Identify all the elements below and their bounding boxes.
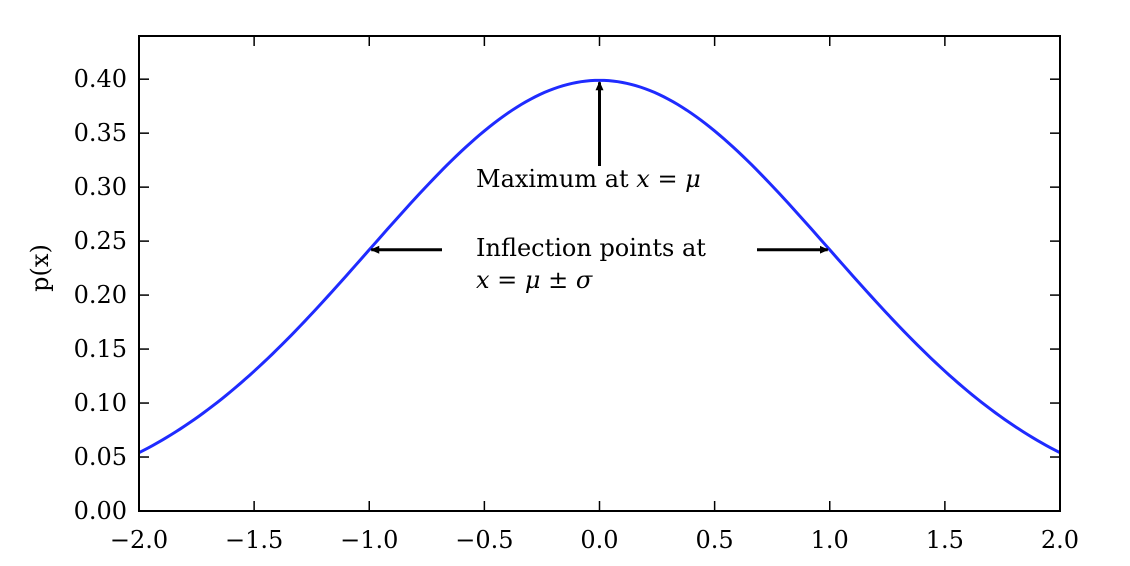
maximum-annotation: Maximum at x = μ: [476, 165, 701, 193]
x-tick-label: −2.0: [110, 526, 168, 554]
y-tick-label: 0.20: [74, 281, 127, 309]
y-tick-label: 0.10: [74, 389, 127, 417]
x-tick-label: 2.0: [1041, 526, 1079, 554]
tick-labels: −2.0 −1.5 −1.0 −0.5 0.0 0.5 1.0 1.5 2.0 0.00 0.05 0…: [74, 65, 1080, 554]
x-tick-label: 1.5: [926, 526, 964, 554]
x-tick-label: 0.0: [580, 526, 618, 554]
x-tick-label: −1.0: [340, 526, 398, 554]
inflection-annotation-line2: x = μ ± σ: [476, 266, 593, 294]
inflection-annotation-line1: Inflection points at: [476, 234, 706, 262]
x-tick-label: −0.5: [455, 526, 513, 554]
pdf-curve-line: [138, 78, 1061, 455]
y-tick-label: 0.40: [74, 65, 127, 93]
y-tick-label: 0.35: [74, 119, 127, 147]
x-tick-label: 1.0: [811, 526, 849, 554]
maximum-annotation-math: x = μ: [636, 165, 701, 193]
y-tick-label: 0.15: [74, 335, 127, 363]
y-tick-label: 0.25: [74, 227, 127, 255]
x-tick-label: 0.5: [696, 526, 734, 554]
y-tick-label: 0.30: [74, 173, 127, 201]
x-tick-label: −1.5: [225, 526, 283, 554]
y-tick-label: 0.00: [74, 497, 127, 525]
y-tick-label: 0.05: [74, 443, 127, 471]
plot-frame: [138, 35, 1061, 512]
y-axis-label: p(x): [26, 244, 54, 292]
maximum-annotation-prefix: Maximum at: [476, 165, 636, 193]
